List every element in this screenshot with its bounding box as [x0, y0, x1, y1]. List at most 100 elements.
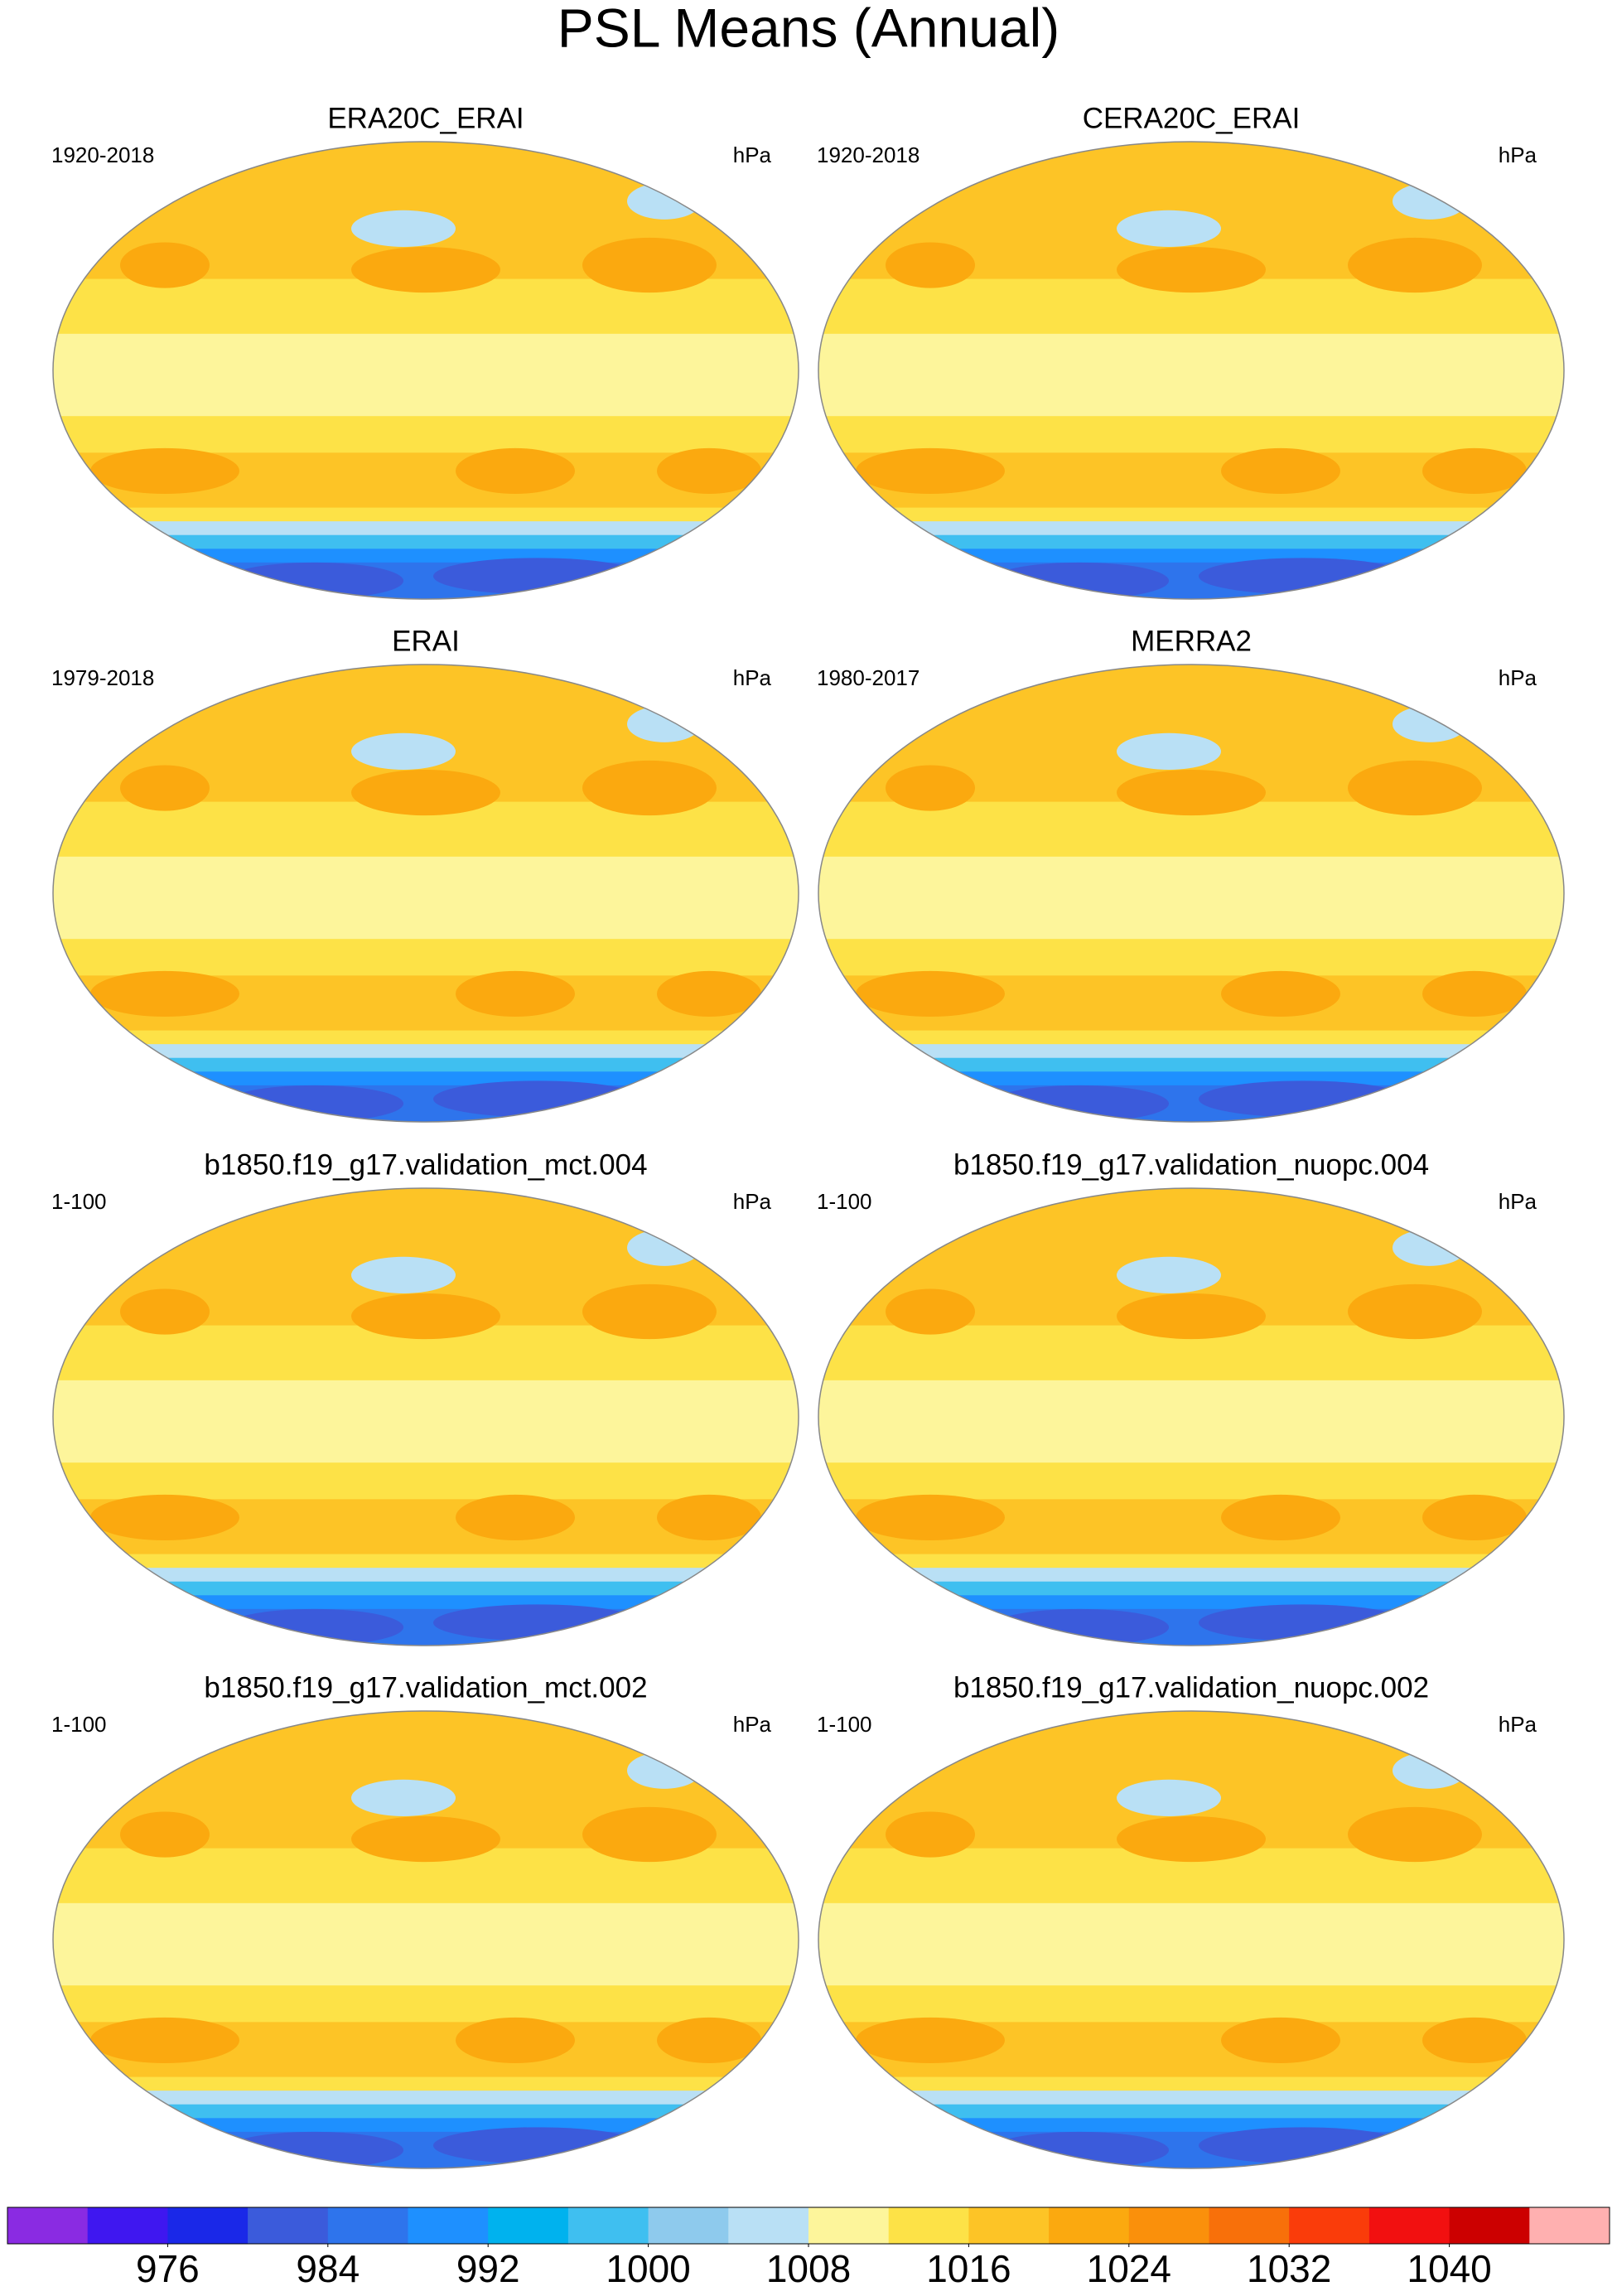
map-band: [53, 1554, 799, 1569]
panel-title: b1850.f19_g17.validation_nuopc.002: [953, 1671, 1429, 1704]
panel-title: b1850.f19_g17.validation_mct.004: [204, 1148, 647, 1181]
map-band: [53, 142, 799, 207]
map-band: [818, 549, 1564, 563]
map-blob: [1117, 1293, 1266, 1340]
map-band: [818, 1044, 1564, 1059]
map-band: [818, 507, 1564, 523]
map-band: [53, 1608, 799, 1646]
map-blob: [120, 242, 210, 288]
map-blob: [886, 242, 975, 288]
map-band: [53, 2118, 799, 2133]
map-band: [53, 2076, 799, 2092]
map-blob: [120, 1811, 210, 1858]
map-panel: ERAI 1979-2018 hPa: [51, 625, 799, 1123]
map-field: [53, 1188, 799, 1646]
map-blob: [351, 1815, 500, 1863]
map-panel: b1850.f19_g17.validation_nuopc.002 1-100 h…: [817, 1671, 1565, 2169]
map-blob: [1348, 237, 1482, 293]
map-band: [818, 665, 1564, 730]
panel-title: CERA20C_ERAI: [1083, 102, 1301, 134]
map-band: [818, 1595, 1564, 1610]
map-field: [53, 1711, 799, 2168]
map-blob: [351, 210, 456, 247]
map-field: [818, 1188, 1564, 1646]
colorbar-tick-label: 976: [136, 2247, 200, 2290]
map-blob: [1221, 2017, 1340, 2064]
map-field: [818, 142, 1564, 599]
map-blob: [657, 970, 761, 1017]
map-blob: [1221, 447, 1340, 495]
map-panel: MERRA2 1980-2017 hPa: [817, 625, 1565, 1123]
colorbar-segment: [1209, 2207, 1290, 2244]
map-field: [818, 665, 1564, 1122]
map-blob: [856, 970, 1005, 1017]
panel-period: 1980-2017: [817, 665, 920, 690]
map-band: [818, 2104, 1564, 2120]
colorbar-segment: [1368, 2207, 1450, 2244]
colorbar-tick-label: 1032: [1247, 2247, 1331, 2290]
map-outline: [818, 1187, 1565, 1646]
map-blob: [886, 1288, 975, 1335]
map-band: [53, 1071, 799, 1086]
panel-period: 1-100: [817, 1189, 872, 1214]
map-band: [53, 665, 799, 730]
map-band: [53, 1380, 799, 1464]
map-blob: [1422, 970, 1527, 1017]
colorbar-segment: [167, 2207, 249, 2244]
map-band: [818, 2131, 1564, 2168]
colorbar-segment: [1289, 2207, 1370, 2244]
map-band: [818, 856, 1564, 940]
map-band: [53, 562, 799, 599]
map-band: [818, 562, 1564, 599]
map-panel: b1850.f19_g17.validation_mct.002 1-100 hPa: [51, 1671, 799, 2169]
map-band: [818, 1985, 1564, 2023]
panel-title: ERA20C_ERAI: [327, 102, 524, 134]
map-band: [53, 2104, 799, 2120]
map-blob: [582, 1806, 717, 1863]
colorbar-segment: [87, 2207, 168, 2244]
map-blob: [582, 237, 717, 293]
map-band: [818, 333, 1564, 418]
map-band: [818, 534, 1564, 550]
colorbar-segment: [248, 2207, 329, 2244]
map-band: [818, 1581, 1564, 1597]
map-band: [53, 1595, 799, 1610]
map-blob: [1422, 2017, 1527, 2064]
panel-period: 1-100: [51, 1712, 107, 1737]
panel-title: MERRA2: [1131, 625, 1252, 657]
map-blob: [886, 1811, 975, 1858]
map-outline: [52, 664, 799, 1123]
map-band: [818, 1568, 1564, 1583]
map-blob: [456, 447, 575, 495]
figure-title: PSL Means (Annual): [558, 0, 1060, 58]
map-band: [53, 1902, 799, 1987]
colorbar-segment: [808, 2207, 890, 2244]
map-band: [53, 856, 799, 940]
map-band: [818, 1085, 1564, 1122]
map-blob: [1348, 1806, 1482, 1863]
map-blob: [1393, 1229, 1467, 1266]
map-field: [53, 665, 799, 1122]
map-band: [53, 2091, 799, 2105]
map-blob: [1393, 182, 1467, 220]
map-blob: [1348, 1283, 1482, 1340]
map-band: [53, 416, 799, 454]
colorbar-segment: [408, 2207, 489, 2244]
map-panel: b1850.f19_g17.validation_mct.004 1-100 hPa: [51, 1148, 799, 1646]
panel-title: ERAI: [392, 625, 460, 657]
panel-units: hPa: [733, 665, 772, 690]
map-blob: [120, 1288, 210, 1335]
colorbar-tick-label: 1008: [766, 2247, 851, 2290]
map-blob: [1117, 1815, 1266, 1863]
map-outline: [818, 1710, 1565, 2169]
panel-units: hPa: [1499, 1712, 1537, 1737]
panel-units: hPa: [1499, 665, 1537, 690]
panel-period: 1-100: [51, 1189, 107, 1214]
map-outline: [52, 1710, 799, 2169]
map-band: [53, 333, 799, 418]
map-band: [818, 2076, 1564, 2092]
map-band: [53, 1985, 799, 2023]
map-blob: [224, 1608, 403, 1646]
map-blob: [90, 970, 239, 1017]
map-blob: [856, 447, 1005, 495]
